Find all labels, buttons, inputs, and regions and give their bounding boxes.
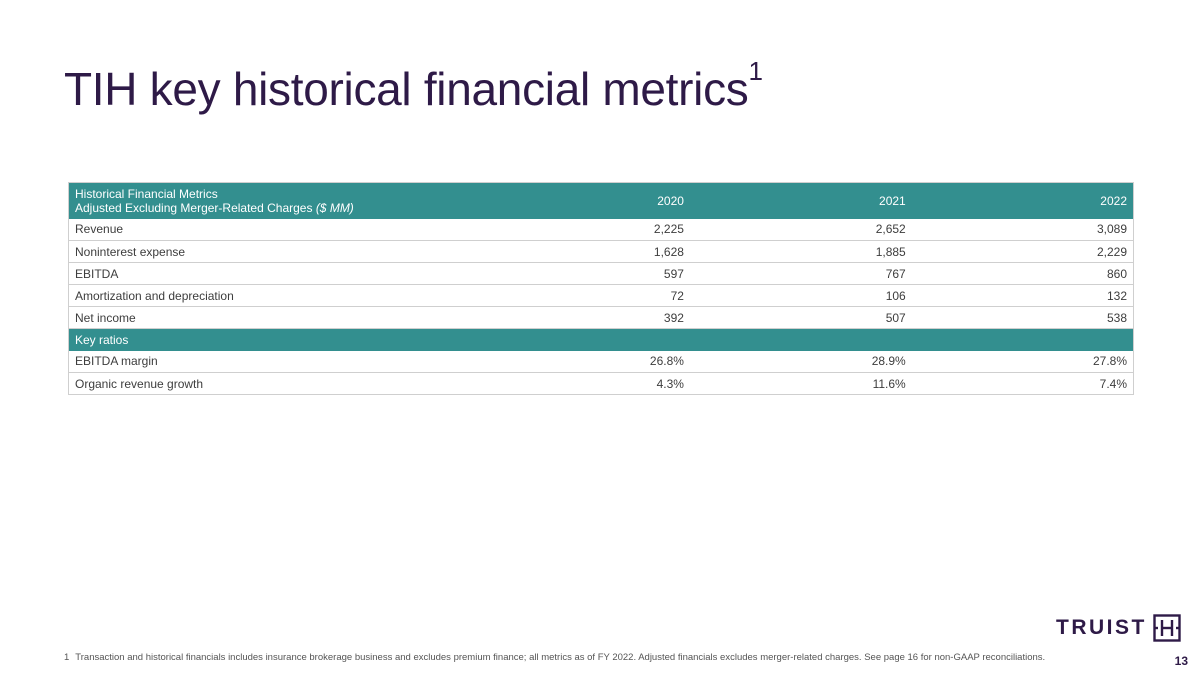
column-header-year: 2022 xyxy=(1100,193,1127,208)
row-value: 2,225 xyxy=(653,222,684,237)
row-value: 7.4% xyxy=(1099,376,1127,391)
row-value: 2,229 xyxy=(1096,244,1127,259)
table-header-row: Historical Financial Metrics Adjusted Ex… xyxy=(68,182,1134,219)
row-value: 538 xyxy=(1106,310,1127,325)
table-row: EBITDA margin 26.8% 28.9% 27.8% xyxy=(68,351,1134,373)
table-row: Revenue 2,225 2,652 3,089 xyxy=(68,219,1134,241)
row-value: 3,089 xyxy=(1096,222,1127,237)
row-value: 11.6% xyxy=(872,376,906,391)
page-title-text: TIH key historical financial metrics xyxy=(64,63,749,115)
table-row: Net income 392 507 538 xyxy=(68,307,1134,329)
row-label: EBITDA xyxy=(75,266,119,281)
row-label: Organic revenue growth xyxy=(75,376,204,391)
row-value: 1,628 xyxy=(653,244,684,259)
table-row: EBITDA 597 767 860 xyxy=(68,263,1134,285)
title-footnote-marker: 1 xyxy=(748,56,763,86)
row-value: 597 xyxy=(663,266,684,281)
row-value: 1,885 xyxy=(875,244,906,259)
row-value: 507 xyxy=(885,310,906,325)
row-value: 860 xyxy=(1106,266,1127,281)
page-number: 13 xyxy=(1174,654,1188,668)
column-header-year: 2020 xyxy=(657,193,684,208)
row-value: 27.8% xyxy=(1092,354,1127,369)
section-label: Key ratios xyxy=(75,332,129,347)
table-row: Amortization and depreciation 72 106 132 xyxy=(68,285,1134,307)
row-value: 767 xyxy=(885,266,906,281)
row-value: 106 xyxy=(885,288,906,303)
row-label: Noninterest expense xyxy=(75,244,186,259)
table-row: Organic revenue growth 4.3% 11.6% 7.4% xyxy=(68,373,1134,395)
row-value: 132 xyxy=(1106,288,1127,303)
header-line1: Historical Financial Metrics xyxy=(75,186,218,201)
row-value: 392 xyxy=(663,310,684,325)
row-value: 2,652 xyxy=(875,222,906,237)
row-value: 26.8% xyxy=(649,354,684,369)
row-label: Revenue xyxy=(75,222,124,237)
truist-logo: TRUIST xyxy=(1056,614,1181,642)
row-value: 4.3% xyxy=(656,376,684,391)
header-line2: Adjusted Excluding Merger-Related Charge… xyxy=(75,200,354,215)
row-label: Net income xyxy=(75,310,136,325)
column-header-year: 2021 xyxy=(879,193,906,208)
truist-mark-icon xyxy=(1153,614,1181,642)
row-label: EBITDA margin xyxy=(75,354,158,369)
footnote-number: 1 xyxy=(64,652,70,663)
table-header-label: Historical Financial Metrics Adjusted Ex… xyxy=(69,183,469,219)
page-title: TIH key historical financial metrics1 xyxy=(64,56,763,116)
section-header-key-ratios: Key ratios xyxy=(68,328,1134,351)
footnote-text: Transaction and historical financials in… xyxy=(75,652,1046,663)
footnote: 1 Transaction and historical financials i… xyxy=(64,652,1045,663)
row-value: 72 xyxy=(670,288,684,303)
logo-wordmark: TRUIST xyxy=(1056,616,1147,639)
row-value: 28.9% xyxy=(871,354,906,369)
table-row: Noninterest expense 1,628 1,885 2,229 xyxy=(68,241,1134,263)
row-label: Amortization and depreciation xyxy=(75,288,234,303)
header-units: ($ MM) xyxy=(315,200,354,215)
financial-metrics-table: Historical Financial Metrics Adjusted Ex… xyxy=(68,182,1134,395)
